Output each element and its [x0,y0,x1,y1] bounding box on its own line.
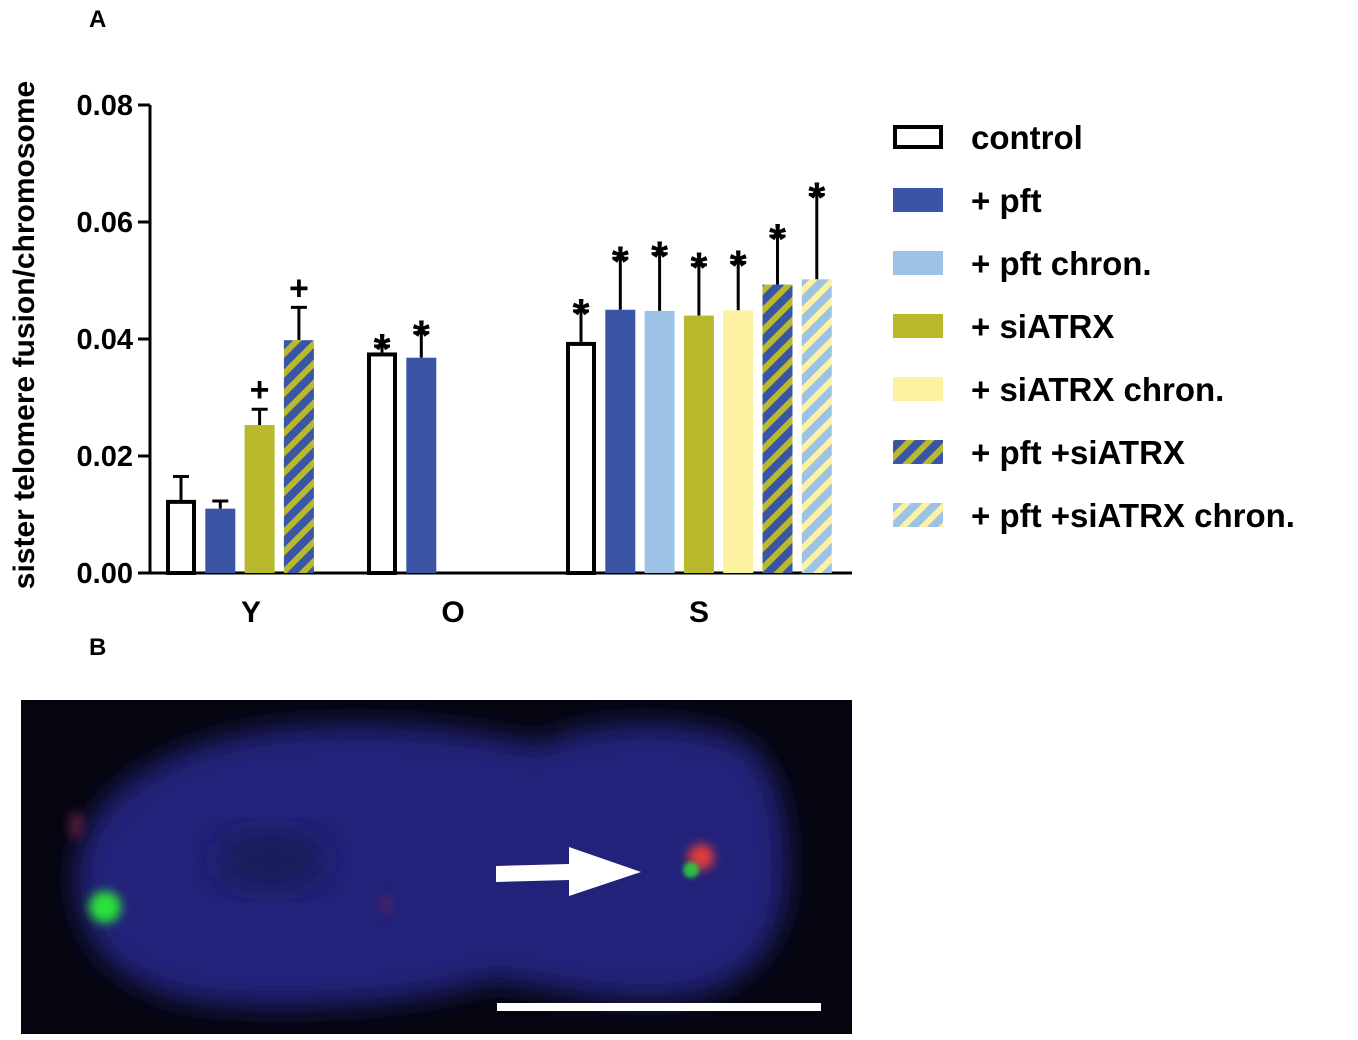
significance-mark: * [808,174,826,223]
bar [166,499,196,575]
y-tick-label: 0.06 [77,207,133,239]
faint-red-signal [381,895,391,915]
bar [683,315,714,573]
legend-swatch [893,125,943,149]
legend-swatch [893,251,943,275]
bar [205,508,236,573]
legend-label: + siATRX [971,308,1114,345]
legend-swatch [893,188,943,212]
x-tick-label: O [441,596,464,629]
microscopy-panel [21,700,852,1034]
faint-red-signal [68,811,84,839]
significance-mark: * [730,241,748,290]
significance-mark: * [690,244,708,293]
x-tick-label: Y [241,596,261,629]
bar [244,424,275,573]
y-tick-label: 0.04 [77,324,133,356]
legend-swatch [893,440,943,464]
nucleus-dark-spot [216,830,326,890]
significance-mark: * [769,215,787,264]
bar [644,310,675,573]
significance-mark: + [250,371,270,409]
arrow-icon [496,847,641,896]
significance-mark: * [612,237,630,286]
y-axis-label: sister telomere fusion/chromosome [8,81,41,589]
legend-label: + pft +siATRX [971,434,1185,471]
bar [723,310,754,573]
bar [762,284,793,573]
significance-mark: * [572,290,590,339]
panel-b-label: B [89,634,107,661]
y-tick-label: 0.08 [77,90,133,122]
bar [605,309,636,573]
legend-label: + siATRX chron. [971,371,1224,408]
scale-bar [497,1003,821,1011]
legend-label: control [971,119,1083,156]
significance-mark: * [373,325,391,374]
green-signal-dot-fused [683,862,699,878]
y-tick-label: 0.00 [77,558,133,590]
bar-chart: 0.00 0.02 0.04 0.06 0.08 sister telomere fusi… [8,81,1295,629]
legend-swatch [893,377,943,401]
significance-mark: * [413,312,431,361]
legend-label: + pft +siATRX chron. [971,497,1295,534]
bar [801,279,832,573]
nucleus-region [75,723,788,1008]
x-tick-label: S [689,596,709,629]
bar [367,352,397,575]
significance-mark: * [651,233,669,282]
bar [566,341,596,575]
significance-mark: + [289,269,309,307]
legend-swatch [893,314,943,338]
bar [406,357,437,573]
legend-label: + pft chron. [971,245,1152,282]
legend-swatch [893,503,943,527]
micrograph-image [21,700,852,1034]
panel-a-label: A [89,6,107,33]
y-tick-label: 0.02 [77,441,133,473]
legend-label: + pft [971,182,1042,219]
bar [283,340,314,573]
green-signal-dot [89,891,121,923]
